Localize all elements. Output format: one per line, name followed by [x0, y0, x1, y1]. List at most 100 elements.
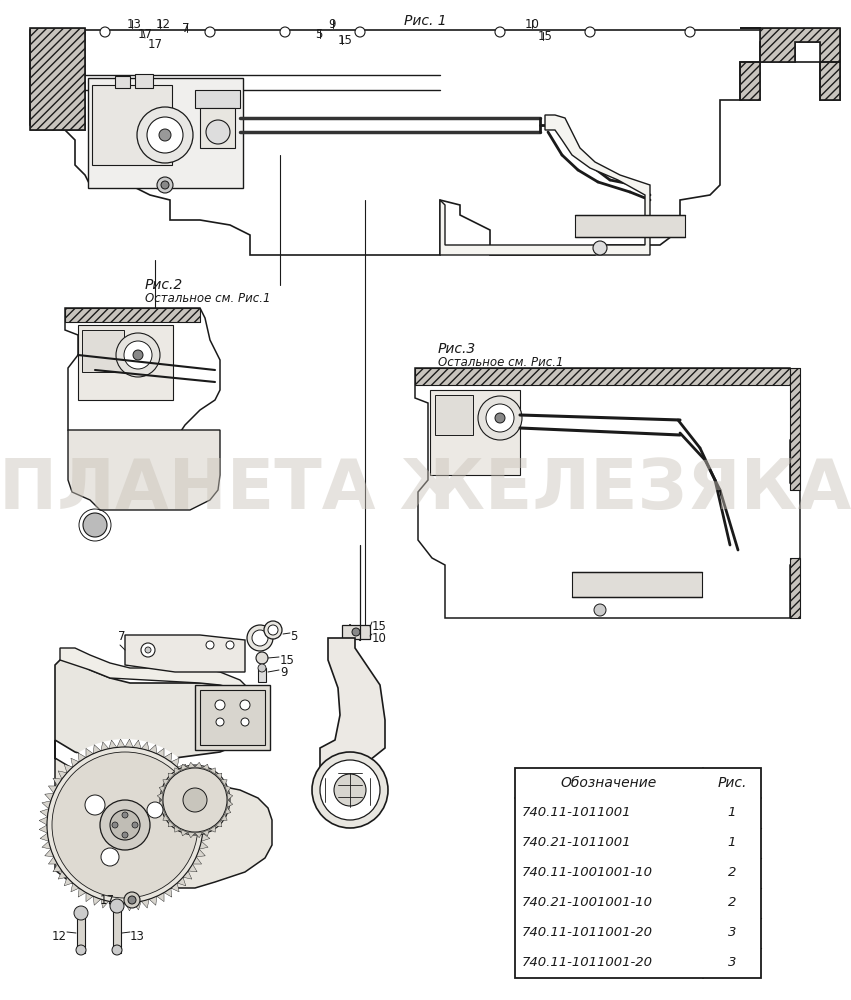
Polygon shape [180, 830, 188, 836]
Text: 15: 15 [280, 654, 295, 667]
Polygon shape [65, 308, 200, 322]
Polygon shape [30, 30, 840, 255]
Circle shape [116, 333, 160, 377]
Bar [135, 74, 153, 88]
Polygon shape [45, 793, 54, 801]
Circle shape [594, 604, 606, 616]
Circle shape [252, 630, 268, 646]
Polygon shape [202, 809, 210, 817]
Polygon shape [220, 779, 227, 786]
Polygon shape [40, 833, 49, 841]
Text: 17: 17 [138, 28, 153, 41]
Polygon shape [188, 832, 195, 838]
Text: Остальное см. Рис.1: Остальное см. Рис.1 [145, 292, 271, 305]
Polygon shape [101, 742, 109, 751]
Circle shape [161, 181, 169, 189]
Bar [78, 325, 173, 400]
Polygon shape [30, 28, 85, 130]
Polygon shape [117, 739, 125, 747]
Polygon shape [171, 883, 179, 892]
Text: 12: 12 [156, 18, 171, 31]
Text: 740.21-1001001-10: 740.21-1001001-10 [522, 896, 653, 910]
Polygon shape [790, 558, 800, 618]
Circle shape [124, 341, 152, 369]
Circle shape [593, 241, 607, 255]
Text: 5: 5 [290, 630, 297, 643]
Circle shape [112, 945, 122, 955]
Polygon shape [164, 753, 172, 762]
Polygon shape [177, 764, 186, 773]
Circle shape [206, 120, 230, 144]
Polygon shape [149, 745, 157, 754]
Polygon shape [199, 841, 208, 849]
Polygon shape [195, 762, 203, 768]
Polygon shape [220, 814, 227, 821]
Text: 9: 9 [328, 18, 335, 31]
Circle shape [215, 700, 225, 710]
Circle shape [101, 848, 119, 866]
Bar [195, 685, 270, 750]
Circle shape [355, 27, 365, 37]
Bar [115, 76, 130, 88]
Circle shape [268, 625, 278, 635]
Text: 7: 7 [118, 630, 125, 643]
Polygon shape [149, 896, 157, 905]
Text: 1: 1 [728, 836, 736, 850]
Polygon shape [192, 857, 202, 864]
Polygon shape [157, 800, 163, 807]
Polygon shape [740, 62, 760, 100]
Text: 15: 15 [372, 620, 387, 633]
Polygon shape [192, 786, 202, 793]
Polygon shape [68, 430, 220, 510]
Circle shape [685, 27, 695, 37]
Polygon shape [125, 903, 133, 911]
Polygon shape [188, 778, 197, 786]
Polygon shape [203, 825, 211, 833]
Polygon shape [159, 807, 165, 814]
Polygon shape [163, 814, 169, 821]
Polygon shape [86, 748, 94, 757]
Polygon shape [790, 368, 800, 490]
Circle shape [226, 641, 234, 649]
Circle shape [76, 945, 86, 955]
Polygon shape [78, 753, 86, 762]
Bar [82, 330, 124, 372]
Circle shape [39, 739, 211, 911]
Circle shape [183, 788, 207, 812]
Circle shape [585, 27, 595, 37]
Polygon shape [203, 817, 211, 825]
Circle shape [159, 129, 171, 141]
Circle shape [137, 107, 193, 163]
Circle shape [247, 625, 273, 651]
Polygon shape [197, 849, 205, 857]
Circle shape [160, 765, 230, 835]
Polygon shape [71, 758, 79, 767]
Polygon shape [168, 773, 174, 779]
Polygon shape [183, 771, 191, 779]
Circle shape [486, 404, 514, 432]
Polygon shape [45, 849, 54, 857]
Text: ПЛАНЕТА ЖЕЛЕЗЯКА: ПЛАНЕТА ЖЕЛЕЗЯКА [0, 456, 851, 524]
Polygon shape [225, 807, 231, 814]
Circle shape [110, 810, 140, 840]
Circle shape [122, 832, 128, 838]
Polygon shape [174, 826, 180, 832]
Circle shape [141, 643, 155, 657]
Polygon shape [49, 786, 58, 793]
Polygon shape [227, 793, 233, 800]
Polygon shape [188, 864, 197, 872]
Text: 2: 2 [728, 866, 736, 880]
Text: 13: 13 [127, 18, 142, 31]
Polygon shape [203, 764, 209, 770]
Text: 12: 12 [52, 930, 67, 943]
Polygon shape [740, 28, 840, 62]
Polygon shape [141, 742, 149, 751]
Circle shape [280, 27, 290, 37]
Circle shape [205, 27, 215, 37]
Polygon shape [141, 899, 149, 908]
Polygon shape [203, 830, 209, 836]
Text: 15: 15 [338, 34, 353, 47]
Polygon shape [86, 893, 94, 902]
Polygon shape [227, 800, 233, 807]
Bar [92, 85, 172, 165]
